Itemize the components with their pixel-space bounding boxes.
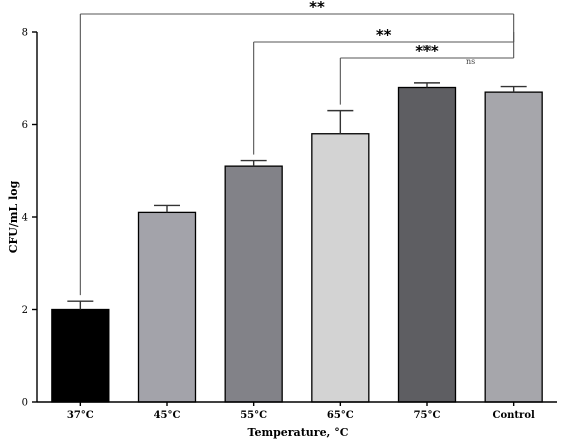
x-tick-label: 65°C <box>327 410 354 421</box>
bar-5 <box>484 91 543 403</box>
y-tick-label: 2 <box>22 305 28 316</box>
x-tick-label: 45°C <box>154 410 181 421</box>
x-tick-label: 55°C <box>240 410 267 421</box>
bar-2 <box>224 165 283 403</box>
significance-label: ** <box>309 0 325 16</box>
bar-1 <box>137 211 197 403</box>
y-tick-label: 8 <box>22 28 28 39</box>
y-axis-label: CFU/mL log <box>7 180 20 253</box>
y-tick-label: 0 <box>22 398 28 409</box>
axes-layer <box>36 32 557 403</box>
bar-4 <box>397 86 457 403</box>
x-ticks-layer: 37°C 45°C 55°C 65°C 75°C Control <box>67 402 535 421</box>
ns-annotation: ns <box>466 57 475 66</box>
ns-annotation: ns <box>422 43 431 52</box>
error-bars-layer <box>67 82 527 310</box>
bars-layer <box>51 86 543 403</box>
bar-3 <box>311 133 370 403</box>
x-axis-label: Temperature, °C <box>248 426 349 439</box>
significance-label: ** <box>376 26 392 44</box>
x-tick-label: 75°C <box>414 410 441 421</box>
x-tick-label: 37°C <box>67 410 94 421</box>
y-tick-label: 4 <box>22 213 28 224</box>
bar-0 <box>51 308 110 403</box>
significance-label: *** <box>415 42 439 60</box>
y-tick-label: 6 <box>22 120 28 131</box>
x-tick-label: Control <box>493 410 535 421</box>
y-ticks-layer: 0 2 4 6 8 <box>22 28 37 409</box>
